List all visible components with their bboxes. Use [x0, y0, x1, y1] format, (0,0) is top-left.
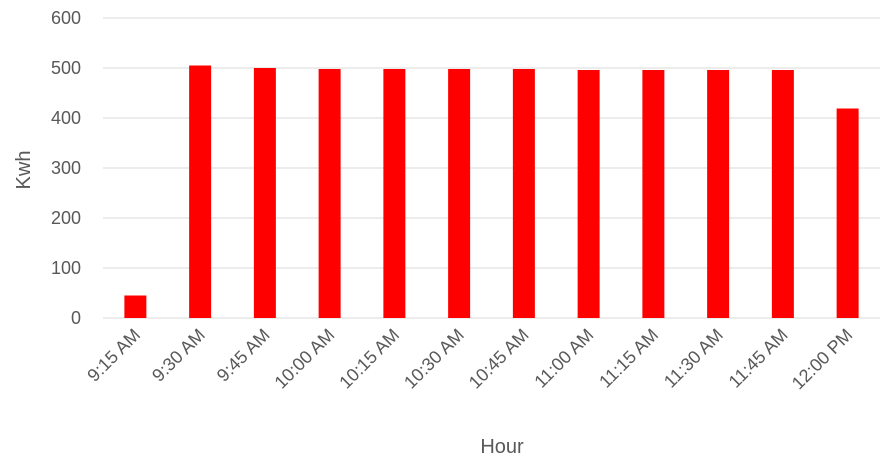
bar: [707, 70, 730, 318]
bar: [771, 70, 794, 318]
y-tick-label: 400: [51, 108, 81, 128]
bar: [512, 69, 535, 318]
bar: [448, 69, 471, 318]
y-axis-ticks: 0 100 200 300 400 500 600: [51, 8, 81, 328]
bar: [642, 70, 665, 318]
x-tick-label: 10:45 AM: [465, 325, 533, 393]
bars: [124, 65, 859, 318]
x-tick-label: 9:45 AM: [213, 325, 274, 386]
bar: [836, 108, 859, 318]
x-tick-label: 11:45 AM: [725, 325, 792, 392]
y-tick-label: 200: [51, 208, 81, 228]
y-tick-label: 0: [71, 308, 81, 328]
x-tick-label: 10:30 AM: [400, 325, 468, 393]
x-tick-label: 10:15 AM: [335, 325, 403, 393]
gridlines: [103, 17, 880, 319]
y-tick-label: 500: [51, 58, 81, 78]
x-tick-label: 9:15 AM: [83, 325, 144, 386]
x-axis-title: Hour: [480, 436, 524, 458]
x-tick-label: 12:00 PM: [788, 325, 857, 394]
x-tick-label: 11:00 AM: [530, 325, 597, 392]
y-tick-label: 300: [51, 158, 81, 178]
bar: [383, 69, 406, 318]
bar: [189, 65, 212, 318]
x-tick-label: 11:15 AM: [595, 325, 662, 392]
y-tick-label: 100: [51, 258, 81, 278]
x-tick-label: 9:30 AM: [148, 325, 209, 386]
x-tick-label: 11:30 AM: [660, 325, 727, 392]
bar: [124, 295, 147, 318]
y-axis-title: Kwh: [13, 151, 35, 190]
x-tick-label: 10:00 AM: [271, 325, 339, 393]
bar: [253, 68, 276, 318]
bar: [577, 70, 600, 318]
bar: [318, 69, 341, 318]
y-tick-label: 600: [51, 8, 81, 28]
